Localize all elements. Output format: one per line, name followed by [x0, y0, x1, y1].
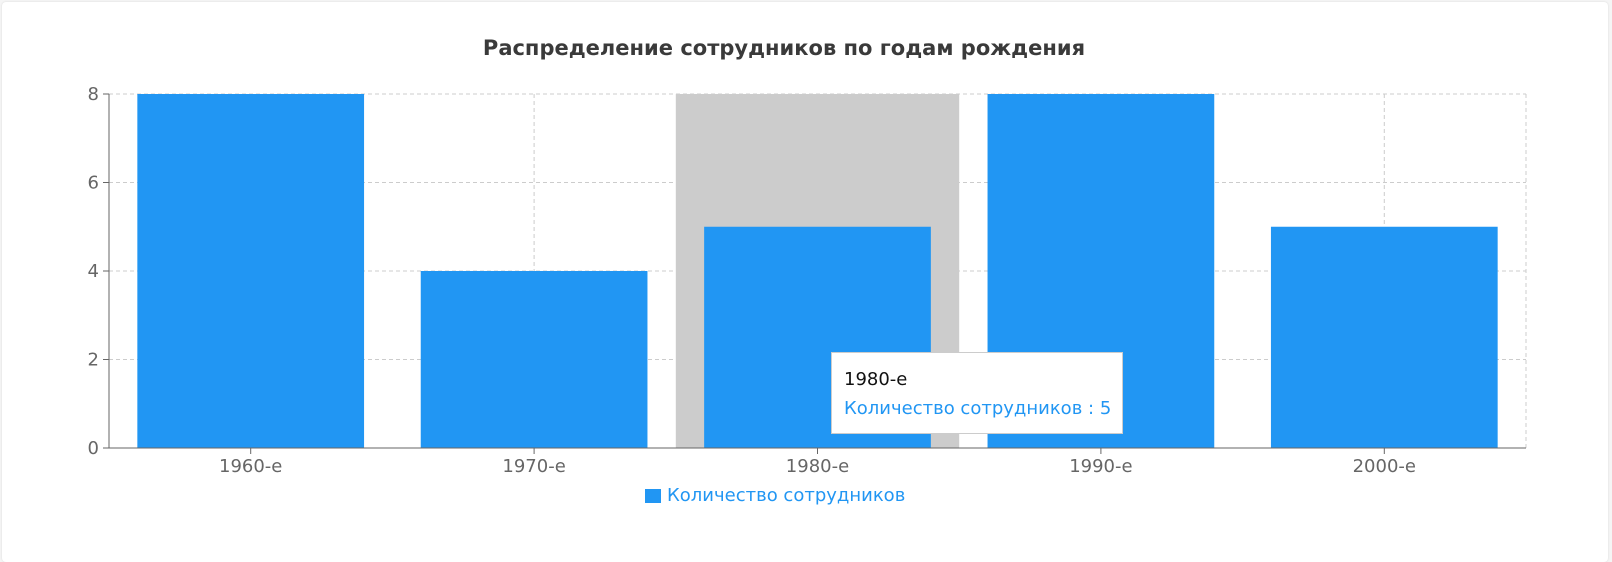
- y-tick-label: 8: [88, 84, 99, 105]
- y-tick-label: 2: [88, 350, 99, 371]
- tooltip-value: Количество сотрудников : 5: [844, 398, 1112, 419]
- tooltip-label: 1980-е: [844, 369, 908, 390]
- x-tick-label: 1990-е: [1069, 456, 1132, 477]
- axis-layer: 0 2 4 6 8 1960-е 1970-е 1980-е 1990-е 2000-е: [88, 84, 1526, 477]
- x-tick-label: 1960-е: [219, 456, 282, 477]
- x-tick-label: 2000-е: [1353, 456, 1416, 477]
- x-tick-label: 1970-е: [502, 456, 565, 477]
- tooltip: 1980-е Количество сотрудников : 5: [831, 352, 1123, 434]
- y-tick-label: 6: [88, 173, 99, 194]
- legend-swatch: [645, 488, 661, 503]
- bar-1960-е: [137, 94, 365, 448]
- bar-1970-е: [420, 271, 648, 448]
- legend-label: Количество сотрудников: [667, 485, 906, 506]
- chart-title: Распределение сотрудников по годам рожде…: [482, 36, 1086, 60]
- y-tick-label: 4: [88, 261, 99, 282]
- bar-2000-е: [1270, 226, 1498, 448]
- legend[interactable]: Количество сотрудников: [645, 485, 905, 506]
- x-tick-label: 1980-е: [786, 456, 849, 477]
- y-tick-label: 0: [88, 438, 99, 459]
